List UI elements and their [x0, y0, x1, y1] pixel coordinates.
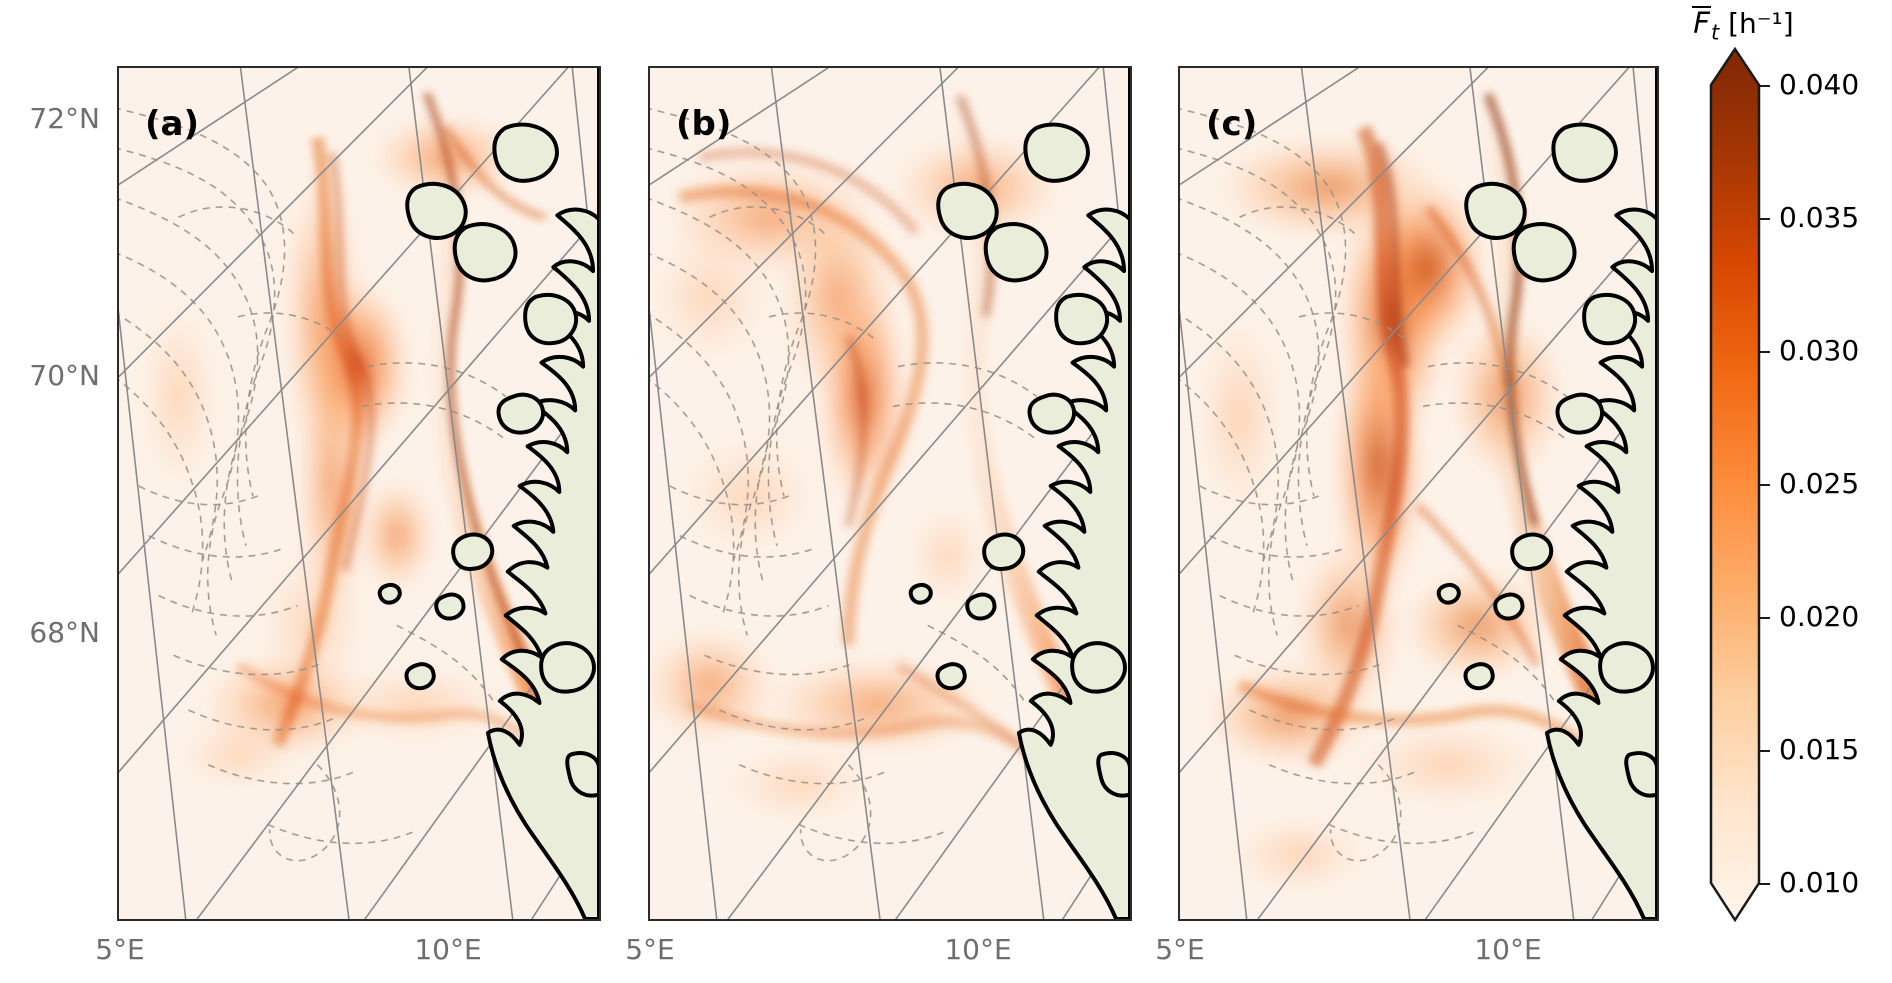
- colorbar-tick-label-0010: 0.010: [1779, 866, 1860, 899]
- lat-tick-68n: 68°N: [29, 616, 100, 649]
- coastline-a: [377, 68, 599, 919]
- panel-label-a: (a): [145, 104, 200, 144]
- colorbar-tick-mark-0010: [1759, 883, 1770, 885]
- coastline-c: [1436, 68, 1657, 919]
- lat-tick-70n: 70°N: [29, 359, 100, 392]
- map-content-a: [119, 68, 599, 919]
- map-content-c: [1180, 68, 1657, 919]
- coastline-b: [908, 68, 1130, 919]
- colorbar-tick-label-0035: 0.035: [1779, 201, 1860, 234]
- map-panel-a[interactable]: (a): [117, 66, 601, 921]
- colorbar-tick-mark-0025: [1759, 484, 1770, 486]
- colorbar-title-units: [h⁻¹]: [1728, 7, 1794, 40]
- colorbar-tick-label-0020: 0.020: [1779, 600, 1860, 633]
- colorbar-tick-mark-0015: [1759, 750, 1770, 752]
- map-content-b: [650, 68, 1130, 919]
- colorbar-gradient[interactable]: [1703, 44, 1767, 924]
- colorbar-tick-mark-0040: [1759, 85, 1770, 87]
- colorbar-tick-mark-0035: [1759, 218, 1770, 220]
- lon-tick-b-5e: 5°E: [625, 933, 675, 966]
- colorbar-title: Ft [h⁻¹]: [1628, 6, 1858, 44]
- colorbar-tick-mark-0030: [1759, 351, 1770, 353]
- colorbar-title-symbol: F: [1692, 6, 1711, 40]
- colorbar-tick-label-0030: 0.030: [1779, 334, 1860, 367]
- colorbar-title-subscript: t: [1710, 20, 1720, 45]
- colorbar-tick-label-0015: 0.015: [1779, 733, 1860, 766]
- colorbar-tick-mark-0020: [1759, 617, 1770, 619]
- bathymetry-contours-c: [1180, 108, 1568, 862]
- bathymetry-contours-b: [650, 108, 1038, 862]
- bathymetry-contours-a: [119, 108, 507, 862]
- panel-label-c: (c): [1206, 104, 1258, 144]
- lon-tick-a-10e: 10°E: [414, 933, 482, 966]
- colorbar[interactable]: [1703, 44, 1770, 924]
- colorbar-tick-label-0025: 0.025: [1779, 467, 1860, 500]
- lon-tick-b-10e: 10°E: [944, 933, 1012, 966]
- lon-tick-a-5e: 5°E: [95, 933, 145, 966]
- map-panel-c[interactable]: (c): [1178, 66, 1659, 921]
- map-panel-b[interactable]: (b): [648, 66, 1132, 921]
- lon-tick-c-5e: 5°E: [1155, 933, 1205, 966]
- lat-tick-72n: 72°N: [29, 102, 100, 135]
- panel-label-b: (b): [676, 104, 732, 144]
- colorbar-tick-label-0040: 0.040: [1779, 68, 1860, 101]
- lon-tick-c-10e: 10°E: [1474, 933, 1542, 966]
